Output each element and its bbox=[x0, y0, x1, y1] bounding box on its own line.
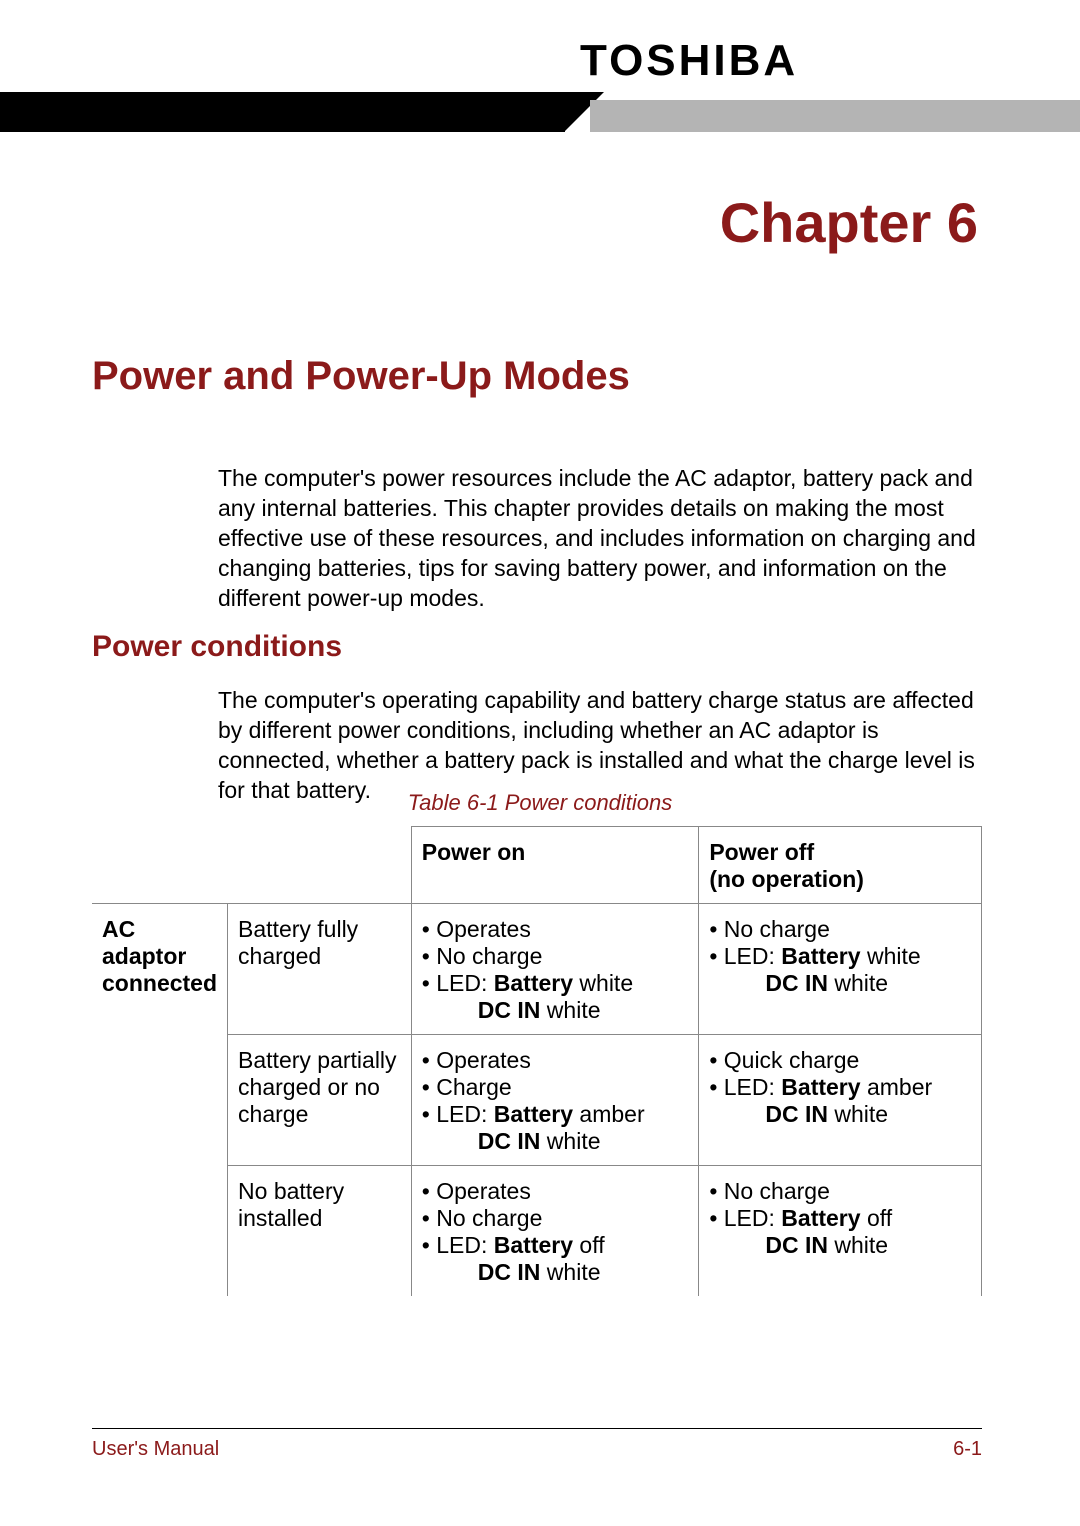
row-power-on: • Operates• No charge• LED: Battery offD… bbox=[411, 1166, 699, 1297]
row-power-on: • Operates• No charge• LED: Battery whit… bbox=[411, 904, 699, 1035]
subsection-paragraph: The computer's operating capability and … bbox=[218, 686, 978, 806]
group-line1: AC bbox=[102, 916, 135, 942]
footer-divider bbox=[92, 1428, 982, 1429]
row-power-on: • Operates• Charge• LED: Battery amberDC… bbox=[411, 1035, 699, 1166]
row-power-off: • No charge• LED: Battery offDC IN white bbox=[699, 1166, 982, 1297]
row-state: Battery partially charged or no charge bbox=[228, 1035, 412, 1166]
table-row: AC adaptor connected Battery fully charg… bbox=[92, 904, 982, 1035]
table-caption: Table 6-1 Power conditions bbox=[0, 790, 1080, 816]
table-header-power-off-line2: (no operation) bbox=[709, 866, 864, 892]
chapter-title: Chapter 6 bbox=[720, 190, 978, 255]
table-header-empty-1 bbox=[92, 827, 228, 904]
table-header-power-off: Power off (no operation) bbox=[699, 827, 982, 904]
table-header-power-off-line1: Power off bbox=[709, 839, 814, 865]
power-conditions-table: Power on Power off (no operation) AC ada… bbox=[92, 826, 982, 1296]
row-power-off: • No charge• LED: Battery whiteDC IN whi… bbox=[699, 904, 982, 1035]
row-group-label: AC adaptor connected bbox=[92, 904, 228, 1297]
header-black-bar bbox=[0, 92, 565, 132]
header-gray-bar bbox=[590, 100, 1080, 132]
row-power-off: • Quick charge• LED: Battery amberDC IN … bbox=[699, 1035, 982, 1166]
subsection-title: Power conditions bbox=[92, 630, 342, 664]
footer-right: 6-1 bbox=[953, 1438, 982, 1461]
table-header-empty-2 bbox=[228, 827, 412, 904]
footer-left: User's Manual bbox=[92, 1438, 219, 1461]
row-state: Battery fully charged bbox=[228, 904, 412, 1035]
table-header-power-on: Power on bbox=[411, 827, 699, 904]
table-header-row: Power on Power off (no operation) bbox=[92, 827, 982, 904]
intro-paragraph: The computer's power resources include t… bbox=[218, 464, 978, 613]
group-line3: connected bbox=[102, 970, 217, 996]
brand-logo: TOSHIBA bbox=[580, 36, 798, 86]
row-state: No battery installed bbox=[228, 1166, 412, 1297]
section-title: Power and Power-Up Modes bbox=[92, 354, 630, 399]
group-line2: adaptor bbox=[102, 943, 186, 969]
